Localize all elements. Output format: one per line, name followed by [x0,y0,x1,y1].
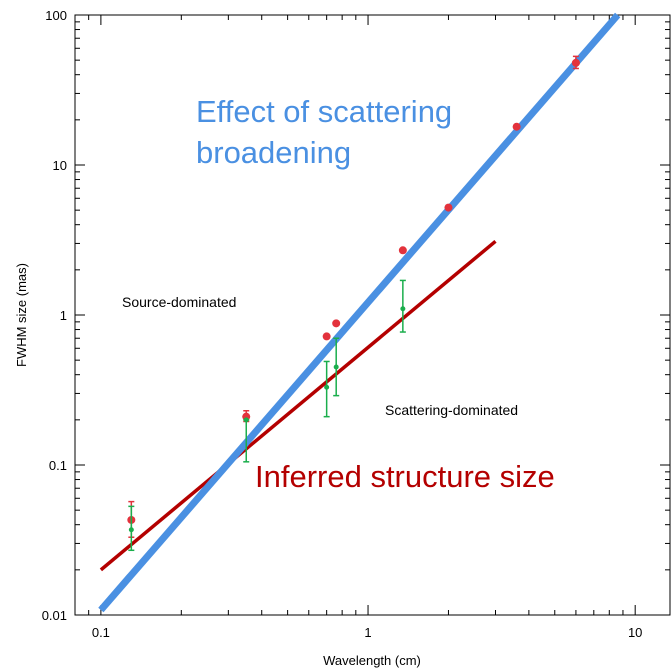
structure-size-line [99,239,497,572]
intrinsic-point [400,306,406,312]
annotation-inferred-structure: Inferred structure size [255,459,555,494]
tick-labels: 0.1 1 10 0.01 0.1 1 10 100 [42,8,643,640]
observed-point [512,122,521,131]
annotation-scattering-line2: broadening [196,135,351,170]
x-tick-label: 10 [628,625,642,640]
observed-point [398,246,407,255]
intrinsic-point [333,364,339,370]
annotation-source-dominated: Source-dominated [122,294,236,310]
axis-ticks [74,14,670,616]
data-points [127,55,580,552]
y-tick-label: 1 [60,308,67,323]
intrinsic-point [128,527,134,533]
annotation-scattering-dominated: Scattering-dominated [385,402,518,418]
x-tick-label: 1 [364,625,371,640]
y-tick-label: 10 [53,158,67,173]
x-tick-label: 0.1 [92,625,110,640]
x-axis-label: Wavelength (cm) [323,653,421,668]
y-tick-label: 100 [45,8,67,23]
annotation-scattering-line1: Effect of scattering [196,94,452,129]
fit-lines [98,12,621,613]
observed-point [444,203,453,212]
observed-point [571,58,580,67]
scattering-broadening-line [98,12,621,613]
observed-point [332,319,341,328]
intrinsic-point [324,384,330,390]
y-axis-label: FWHM size (mas) [14,263,29,367]
y-tick-label: 0.01 [42,608,67,623]
observed-point [322,332,331,341]
intrinsic-point [243,417,249,423]
y-tick-label: 0.1 [49,458,67,473]
